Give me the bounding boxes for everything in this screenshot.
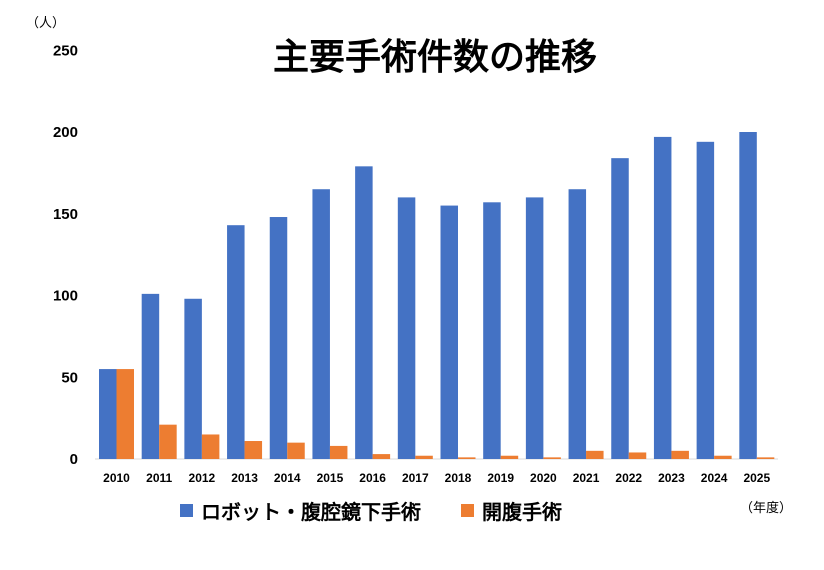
bar-robot-2024 — [696, 141, 715, 459]
bar-robot-2021 — [568, 189, 587, 459]
bar-robot-2020 — [525, 197, 544, 459]
bar-robot-2013 — [227, 225, 245, 459]
x-tick-label: 2014 — [274, 471, 301, 485]
x-tick-label: 2023 — [658, 471, 685, 485]
x-tick-label: 2018 — [445, 471, 472, 485]
bar-robot-2017 — [397, 197, 416, 459]
bar-open-2011 — [159, 424, 177, 459]
bar-open-2012 — [201, 434, 220, 459]
bar-robot-2019 — [483, 202, 501, 459]
bar-open-2016 — [372, 454, 391, 459]
x-tick-label: 2020 — [530, 471, 557, 485]
bar-robot-2023 — [653, 136, 672, 459]
legend-swatch — [180, 504, 193, 517]
y-axis-unit: （人） — [26, 16, 66, 31]
bar-open-2023 — [671, 450, 689, 459]
bar-robot-2011 — [141, 293, 160, 459]
x-tick-label: 2022 — [615, 471, 642, 485]
bar-open-2018 — [458, 457, 476, 459]
y-tick-label: 0 — [70, 451, 78, 468]
x-tick-label: 2013 — [231, 471, 258, 485]
bar-open-2010 — [116, 369, 134, 459]
bar-open-2013 — [244, 441, 263, 459]
bar-open-2020 — [543, 457, 561, 459]
bar-robot-2015 — [312, 189, 330, 459]
x-tick-label: 2019 — [487, 471, 514, 485]
bar-open-2017 — [415, 455, 433, 459]
bar-robot-2018 — [440, 205, 458, 459]
bar-open-2021 — [586, 450, 604, 459]
bar-open-2025 — [756, 457, 775, 459]
bar-robot-2016 — [355, 166, 373, 459]
x-tick-label: 2015 — [317, 471, 344, 485]
x-axis-unit: （年度） — [740, 501, 793, 516]
bar-open-2019 — [500, 455, 519, 459]
y-tick-label: 250 — [53, 42, 78, 59]
x-tick-label: 2011 — [146, 471, 172, 485]
y-tick-label: 50 — [61, 369, 78, 386]
bar-robot-2022 — [611, 158, 629, 459]
legend: ロボット・腹腔鏡下手術 開腹手術 — [180, 496, 562, 525]
bar-open-2024 — [714, 455, 732, 459]
legend-label: ロボット・腹腔鏡下手術 — [201, 500, 421, 524]
legend-label: 開腹手術 — [482, 500, 562, 524]
y-tick-label: 100 — [53, 288, 78, 305]
legend-swatch — [461, 504, 474, 517]
legend-item-robot: ロボット・腹腔鏡下手術 — [180, 496, 421, 525]
bar-open-2015 — [329, 445, 348, 459]
bar-robot-2012 — [184, 298, 202, 459]
x-tick-label: 2012 — [189, 471, 216, 485]
bar-open-2014 — [287, 442, 305, 459]
x-tick-label: 2016 — [359, 471, 386, 485]
x-tick-label: 2025 — [743, 471, 770, 485]
x-tick-label: 2021 — [573, 471, 600, 485]
bar-robot-2010 — [99, 369, 117, 459]
y-tick-label: 200 — [53, 124, 78, 141]
legend-item-open: 開腹手術 — [461, 496, 562, 525]
x-tick-label: 2017 — [402, 471, 429, 485]
x-tick-label: 2010 — [103, 471, 130, 485]
chart-title: 主要手術件数の推移 — [272, 37, 597, 78]
bar-robot-2025 — [739, 132, 757, 459]
bar-robot-2014 — [269, 217, 288, 459]
bar-open-2022 — [628, 452, 647, 459]
x-tick-label: 2024 — [701, 471, 728, 485]
y-tick-label: 150 — [53, 206, 78, 223]
